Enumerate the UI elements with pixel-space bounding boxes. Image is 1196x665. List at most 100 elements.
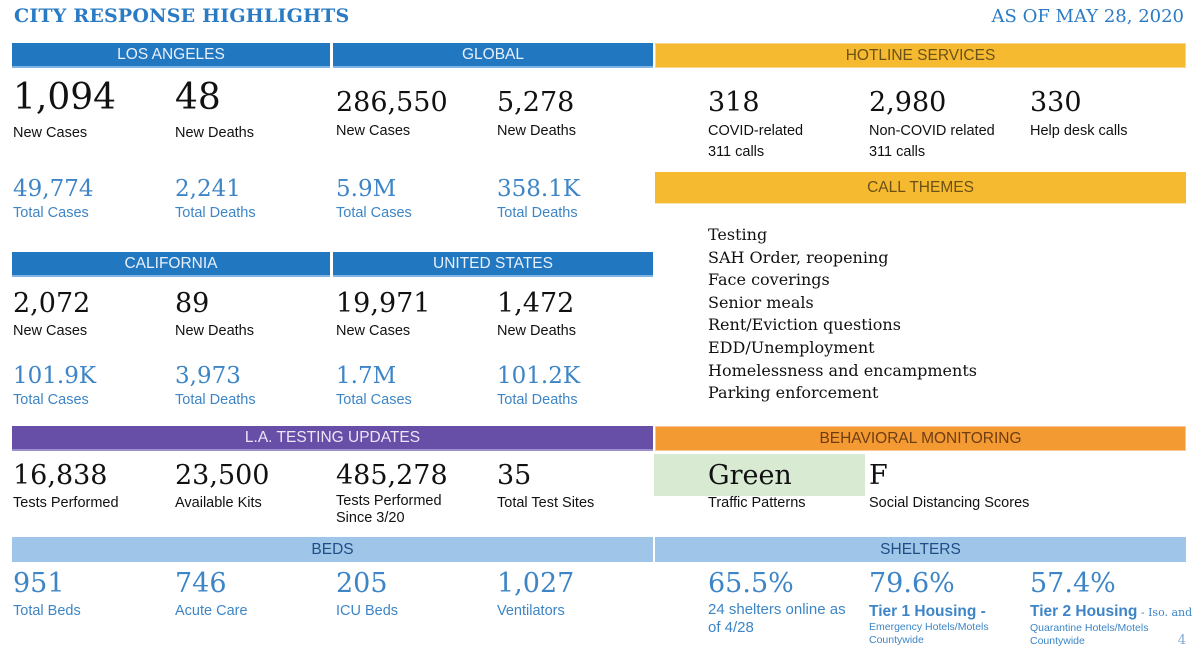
stat-value: 65.5% (708, 568, 794, 599)
ca-new-deaths: 89 New Deaths (175, 289, 254, 342)
stat-value: 79.6% (869, 568, 955, 599)
stat-label: ICU Beds (336, 603, 399, 619)
call-themes-list: Testing SAH Order, reopening Face coveri… (708, 224, 977, 405)
stat-value: 1,027 (497, 568, 575, 599)
stat-label: Acute Care (175, 603, 248, 619)
stat-label-line2: 311 calls (869, 144, 926, 160)
stat-value: 48 (175, 77, 221, 118)
shelters-tier1: 79.6% Tier 1 Housing - Emergency Hotels/… (869, 569, 989, 647)
stat-label: New Deaths (175, 323, 254, 339)
beds-total: 951 Total Beds (13, 569, 81, 622)
tier-title: Tier 1 Housing - (869, 602, 989, 621)
global-new-deaths: 5,278 New Deaths (497, 88, 576, 142)
stat-value: 16,838 (13, 460, 108, 491)
hotline-non-covid-calls: 2,980 Non-COVID related 311 calls (869, 88, 995, 163)
stat-label: Total Cases (336, 392, 412, 408)
global-total-deaths: 358.1K Total Deaths (497, 175, 580, 224)
stat-label: COVID-related (708, 123, 804, 139)
stat-value: 35 (497, 460, 532, 491)
tier-subtitle-line2: Countywide (869, 634, 924, 646)
section-header-behavioral: BEHAVIORAL MONITORING (655, 426, 1186, 451)
stat-value: 330 (1030, 87, 1082, 118)
tier-subtitle-line2: Countywide (1030, 635, 1085, 647)
stat-label: Tests Performed (336, 493, 442, 509)
la-new-cases: 1,094 New Cases (13, 78, 116, 144)
stat-value: 318 (708, 87, 760, 118)
stat-label: New Deaths (497, 323, 576, 339)
tier-title-suffix: - Iso. and (1137, 606, 1193, 619)
list-item: EDD/Unemployment (708, 337, 875, 357)
beds-acute-care: 746 Acute Care (175, 569, 248, 622)
stat-label: Total Deaths (497, 205, 578, 221)
beds-ventilators: 1,027 Ventilators (497, 569, 574, 622)
stat-value: 1,094 (13, 77, 117, 118)
stat-label: Total Test Sites (497, 495, 595, 511)
stat-value: 2,980 (869, 87, 947, 118)
stat-value: 49,774 (13, 176, 94, 202)
section-header-california: CALIFORNIA (12, 252, 330, 277)
list-item: Face coverings (708, 270, 830, 290)
stat-value: 286,550 (336, 87, 448, 118)
la-new-deaths: 48 New Deaths (175, 78, 254, 144)
stat-value: 205 (336, 568, 388, 599)
stat-label: Social Distancing Scores (869, 495, 1030, 511)
testing-total-sites: 35 Total Test Sites (497, 461, 594, 514)
stat-value: 57.4% (1030, 568, 1116, 599)
stat-value: 2,241 (175, 176, 241, 202)
stat-value: 1,472 (497, 288, 575, 319)
section-header-global: GLOBAL (333, 43, 653, 68)
stat-label: Ventilators (497, 603, 565, 619)
stat-value: 101.2K (497, 363, 581, 389)
stat-label: New Cases (336, 123, 411, 139)
stat-label: 24 shelters online as (708, 601, 846, 618)
list-item: Senior meals (708, 292, 814, 312)
stat-label: Total Cases (13, 205, 89, 221)
stat-label: Total Deaths (175, 205, 256, 221)
stat-value: 1.7M (336, 363, 397, 389)
stat-label: Total Deaths (497, 392, 578, 408)
stat-label: Available Kits (175, 495, 262, 511)
stat-label: New Deaths (175, 125, 254, 141)
stat-label: Total Cases (336, 205, 412, 221)
stat-label: Total Cases (13, 392, 89, 408)
beds-icu: 205 ICU Beds (336, 569, 398, 622)
stat-label: Total Beds (13, 603, 81, 619)
stat-value: 23,500 (175, 460, 270, 491)
stat-label: Non-COVID related (869, 123, 995, 139)
section-header-hotline: HOTLINE SERVICES (655, 43, 1186, 68)
traffic-status-highlight (654, 454, 865, 496)
stat-label: Tests Performed (13, 495, 119, 511)
stat-label: Help desk calls (1030, 123, 1128, 139)
stat-value: 89 (175, 288, 210, 319)
list-item: Testing (708, 225, 768, 244)
stat-value: 101.9K (13, 363, 97, 389)
list-item: Parking enforcement (708, 383, 879, 403)
section-header-united-states: UNITED STATES (333, 252, 653, 277)
testing-tests-performed: 16,838 Tests Performed (13, 461, 119, 514)
tier-title: Tier 2 Housing - Iso. and (1030, 602, 1192, 622)
section-header-testing: L.A. TESTING UPDATES (12, 426, 653, 451)
tier-subtitle: Emergency Hotels/Motels (869, 621, 989, 633)
traffic-patterns: Green Traffic Patterns (708, 461, 806, 514)
hotline-help-desk-calls: 330 Help desk calls (1030, 88, 1128, 142)
us-new-cases: 19,971 New Cases (336, 289, 430, 342)
us-total-deaths: 101.2K Total Deaths (497, 362, 580, 411)
page-title: CITY RESPONSE HIGHLIGHTS (14, 5, 350, 27)
stat-value: 2,072 (13, 288, 91, 319)
stat-label: New Cases (336, 323, 411, 339)
tier-title-text: Tier 1 Housing - (869, 603, 986, 620)
stat-label: New Deaths (497, 123, 576, 139)
tier-title-text: Tier 2 Housing (1030, 603, 1138, 620)
stat-label-line2: of 4/28 (708, 619, 754, 636)
stat-value: 485,278 (336, 460, 448, 491)
section-header-call-themes: CALL THEMES (655, 172, 1186, 204)
stat-value: 5.9M (336, 176, 397, 202)
stat-value: 19,971 (336, 288, 431, 319)
section-header-shelters: SHELTERS (655, 537, 1186, 562)
stat-value: Green (708, 460, 792, 491)
stat-label: New Cases (13, 323, 88, 339)
hotline-covid-calls: 318 COVID-related 311 calls (708, 88, 803, 163)
as-of-date: AS OF MAY 28, 2020 (991, 6, 1184, 27)
ca-new-cases: 2,072 New Cases (13, 289, 90, 342)
stat-label: Total Deaths (175, 392, 256, 408)
